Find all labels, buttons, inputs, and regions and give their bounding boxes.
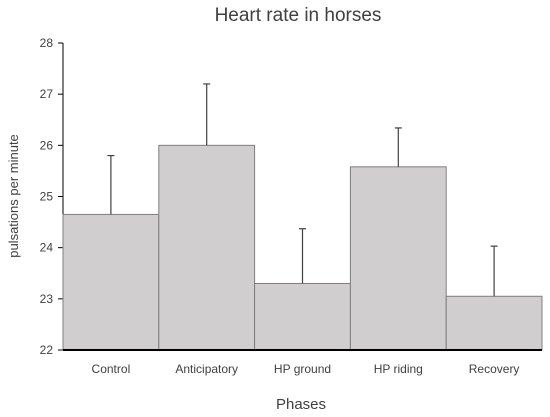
bar-control [62, 213, 160, 351]
chart-title: Heart rate in horses [215, 5, 382, 26]
x-tick-label: Recovery [469, 362, 520, 376]
y-tick-label: 28 [40, 36, 54, 50]
y-tick-label: 26 [40, 138, 54, 152]
y-tick-label: 23 [40, 292, 54, 306]
bar-anticipatory [158, 144, 256, 351]
x-tick-label: Control [92, 362, 131, 376]
bar-hp-ground [254, 282, 351, 351]
y-tick-label: 22 [40, 343, 54, 357]
y-tick-label: 25 [40, 190, 54, 204]
x-axis-label: Phases [276, 396, 326, 413]
bar-hp-riding [349, 166, 447, 351]
plot-area: 22 23 24 25 26 27 28 Control Anticipatory HP grou… [40, 36, 543, 376]
x-tick-label: HP riding [374, 362, 423, 376]
bar-recovery [445, 295, 543, 351]
y-tick-label: 24 [40, 241, 54, 255]
x-tick-label: Anticipatory [175, 362, 238, 376]
x-tick-label: HP ground [274, 362, 331, 376]
y-tick-label: 27 [40, 87, 54, 101]
y-axis-label: pulsations per minute [6, 134, 21, 258]
